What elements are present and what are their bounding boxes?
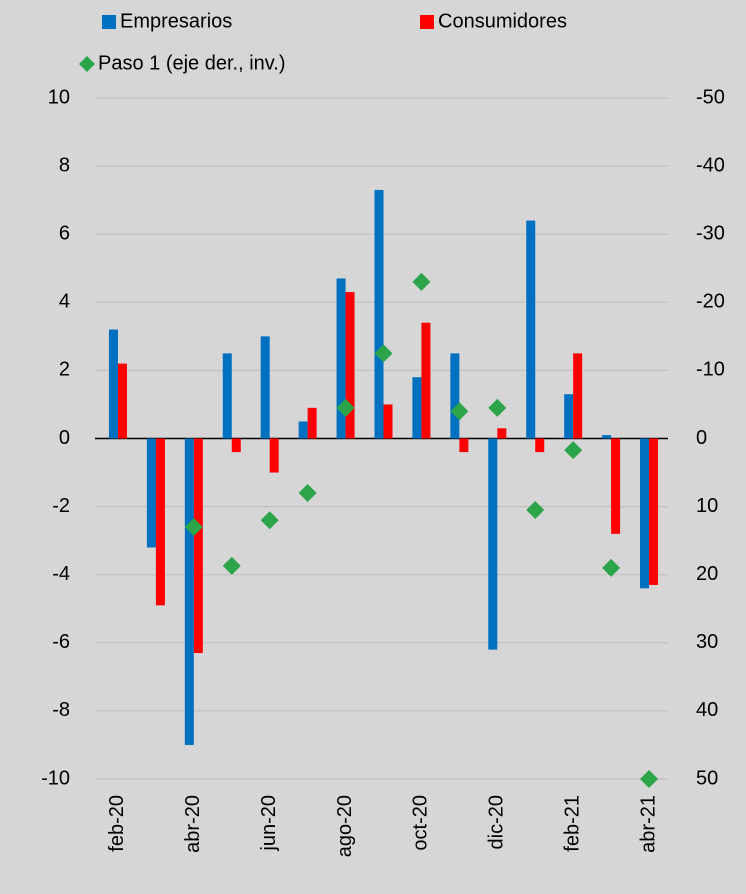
x-tick-label: oct-20 bbox=[410, 795, 432, 851]
y2-tick-label: 10 bbox=[696, 495, 718, 517]
y2-tick-label: 50 bbox=[696, 767, 718, 789]
x-tick-label: abr-20 bbox=[182, 795, 204, 853]
bar bbox=[156, 439, 165, 606]
bar bbox=[147, 439, 156, 548]
y2-tick-label: -30 bbox=[696, 222, 725, 244]
y-tick-label: 8 bbox=[59, 154, 70, 176]
bar bbox=[384, 404, 393, 438]
x-tick-label: abr-21 bbox=[637, 795, 659, 853]
x-tick-label: dic-20 bbox=[486, 795, 508, 849]
legend-marker bbox=[102, 15, 116, 29]
bar bbox=[526, 221, 535, 439]
y-tick-label: 4 bbox=[59, 291, 70, 313]
legend-label: Consumidores bbox=[438, 10, 567, 32]
y2-tick-label: 40 bbox=[696, 699, 718, 721]
bar bbox=[185, 439, 194, 745]
bar bbox=[640, 439, 649, 589]
bar bbox=[232, 439, 241, 453]
bar bbox=[535, 439, 544, 453]
bar bbox=[564, 394, 573, 438]
bar bbox=[611, 439, 620, 534]
x-tick-label: ago-20 bbox=[334, 795, 356, 857]
x-tick-label: feb-20 bbox=[106, 795, 128, 852]
bar bbox=[421, 323, 430, 439]
bar bbox=[450, 353, 459, 438]
y2-tick-label: 20 bbox=[696, 563, 718, 585]
y-tick-label: 2 bbox=[59, 359, 70, 381]
bar bbox=[412, 377, 421, 438]
bar bbox=[118, 364, 127, 439]
bar bbox=[488, 439, 497, 650]
bar bbox=[346, 292, 355, 438]
legend-label: Empresarios bbox=[120, 10, 232, 32]
y2-tick-label: 30 bbox=[696, 631, 718, 653]
y-tick-label: -10 bbox=[41, 767, 70, 789]
y-tick-label: -8 bbox=[52, 699, 70, 721]
bar bbox=[308, 408, 317, 439]
y-tick-label: -6 bbox=[52, 631, 70, 653]
y2-tick-label: -20 bbox=[696, 291, 725, 313]
bar bbox=[649, 439, 658, 585]
y2-tick-label: -40 bbox=[696, 154, 725, 176]
legend-marker bbox=[420, 15, 434, 29]
y2-tick-label: 0 bbox=[696, 427, 707, 449]
legend-label: Paso 1 (eje der., inv.) bbox=[98, 52, 286, 74]
y-tick-label: -4 bbox=[52, 563, 70, 585]
y-tick-label: -2 bbox=[52, 495, 70, 517]
bar bbox=[299, 421, 308, 438]
bar bbox=[109, 330, 118, 439]
y2-tick-label: -50 bbox=[696, 86, 725, 108]
y-tick-label: 0 bbox=[59, 427, 70, 449]
bar bbox=[270, 439, 279, 473]
bar bbox=[602, 435, 611, 438]
y2-tick-label: -10 bbox=[696, 359, 725, 381]
bar bbox=[573, 353, 582, 438]
y-tick-label: 6 bbox=[59, 222, 70, 244]
bar bbox=[223, 353, 232, 438]
chart: -10-8-6-4-2024681050403020100-10-20-30-4… bbox=[0, 0, 746, 894]
bar bbox=[375, 190, 384, 439]
bar bbox=[459, 439, 468, 453]
x-tick-label: jun-20 bbox=[258, 795, 280, 852]
bar bbox=[194, 439, 203, 654]
y-tick-label: 10 bbox=[48, 86, 70, 108]
background bbox=[0, 0, 746, 894]
bar bbox=[497, 428, 506, 438]
x-tick-label: feb-21 bbox=[561, 795, 583, 852]
bar bbox=[261, 336, 270, 438]
